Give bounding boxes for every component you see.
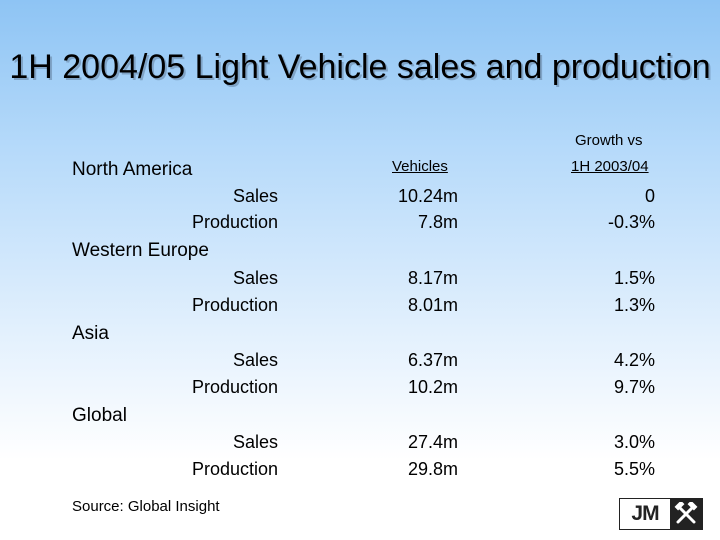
growth-value: 9.7% [613,377,655,397]
row-label-sales: Sales [232,350,278,370]
growth-value: 4.2% [613,350,655,370]
row-label-sales: Sales [232,432,278,452]
row-label-production: Production [191,377,278,397]
region-asia: Asia [72,323,109,344]
source-note: Source: Global Insight [72,498,220,515]
vehicles-value: 29.8m [407,459,458,479]
row-label-production: Production [191,459,278,479]
growth-header-line2: 1H 2003/04 [571,158,649,175]
vehicles-value: 8.01m [407,295,458,315]
logo-text: JM [631,502,659,525]
growth-header-line1: Growth vs [575,132,643,149]
crossed-hammers-icon [670,499,702,529]
vehicles-value: 7.8m [417,212,458,232]
vehicles-header: Vehicles [392,158,448,175]
row-label-sales: Sales [232,268,278,288]
vehicles-value: 10.2m [407,377,458,397]
vehicles-value: 27.4m [407,432,458,452]
slide-title: 1H 2004/05 Light Vehicle sales and produ… [9,48,711,86]
row-label-production: Production [191,295,278,315]
region-western-europe: Western Europe [72,240,209,261]
region-north-america: North America [72,159,193,180]
growth-value: 5.5% [613,459,655,479]
growth-value: 1.5% [613,268,655,288]
vehicles-value: 10.24m [397,186,458,206]
growth-value: 0 [644,186,655,206]
vehicles-value: 8.17m [407,268,458,288]
row-label-production: Production [191,212,278,232]
region-global: Global [72,405,127,426]
growth-value: 3.0% [613,432,655,452]
growth-value: 1.3% [613,295,655,315]
row-label-sales: Sales [232,186,278,206]
vehicles-value: 6.37m [407,350,458,370]
company-logo: JM [619,498,703,530]
growth-value: -0.3% [607,212,655,232]
